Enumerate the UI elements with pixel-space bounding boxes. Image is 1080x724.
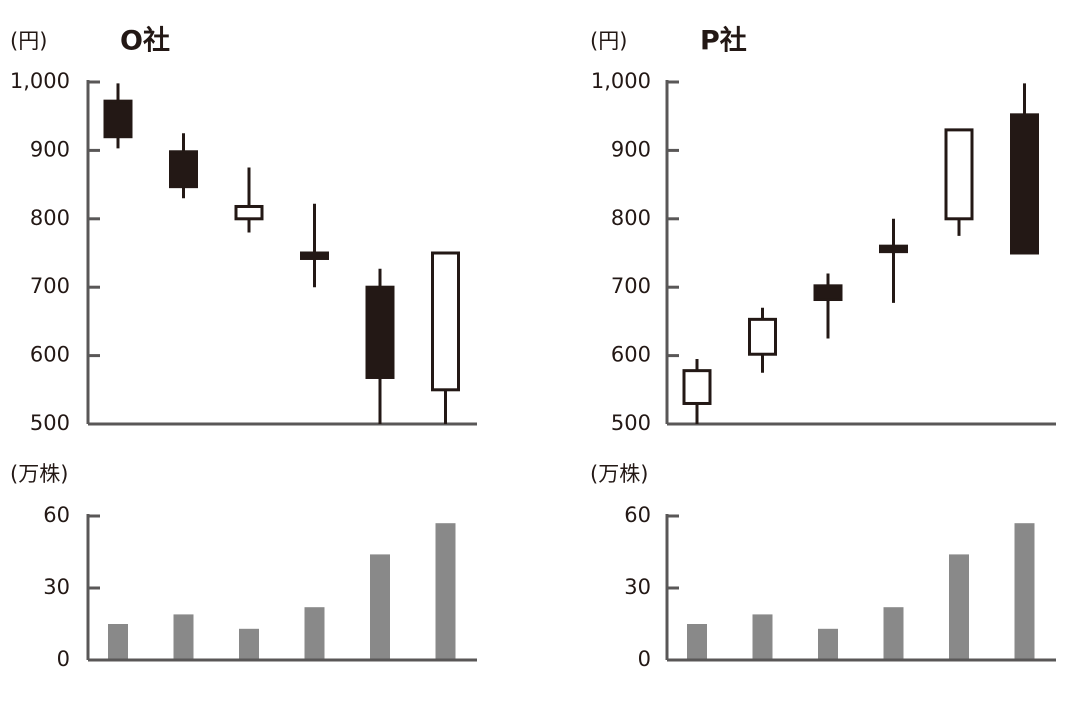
volume-bar [883,607,904,659]
candlestick [879,218,908,303]
candlestick [813,273,843,339]
y-tick-label: 1,000 [10,69,70,93]
y-tick-label: 900 [30,137,70,161]
candlestick [944,128,974,236]
y-tick-label: 900 [611,137,651,161]
volume-bar [435,523,456,659]
volume-bar [1014,523,1035,659]
volume-bar [304,607,325,659]
candle-body-bearish [365,285,395,379]
y-tick-label: 500 [30,411,70,435]
y-tick-label: 800 [611,206,651,230]
candlestick [365,268,395,424]
y-tick-label: 60 [624,503,651,527]
volume-bar [108,624,128,659]
y-tick-label: 0 [57,647,70,671]
candlestick [748,307,777,373]
volume-bar [752,614,773,659]
candlestick [1010,83,1039,255]
chart-title: P社 [700,25,747,57]
y-tick-label: 600 [611,343,651,367]
y-unit-label: (万株) [10,462,68,486]
candlestick [682,359,712,424]
chart-title: O社 [120,25,170,57]
volume-bar [687,624,707,659]
y-tick-label: 0 [638,647,651,671]
y-tick-label: 700 [611,274,651,298]
volume-bar [370,554,390,659]
y-tick-label: 600 [30,343,70,367]
candlestick [234,167,264,233]
y-tick-label: 60 [43,503,70,527]
candle-body-bearish [169,150,198,189]
y-tick-label: 1,000 [591,69,651,93]
volume-bar [818,628,838,659]
y-unit-label: (円) [590,29,627,53]
candlestick [169,133,198,199]
candle-body-bullish [234,204,264,221]
candlestick [103,83,133,149]
y-unit-label: (円) [10,29,47,53]
candlestick [431,251,460,424]
candle-body-bearish [1010,113,1039,255]
y-unit-label: (万株) [590,462,648,486]
volume-bar [949,554,969,659]
candle-body-bearish [813,284,843,302]
y-tick-label: 30 [624,575,651,599]
y-tick-label: 700 [30,274,70,298]
candle-body-bullish [748,317,777,356]
volume-bar [239,628,259,659]
candle-body-bullish [682,369,712,405]
y-tick-label: 800 [30,206,70,230]
candle-body-bearish [103,99,133,139]
candlestick [300,203,329,288]
candle-body-bearish [300,251,329,260]
candle-body-bullish [944,128,974,221]
y-tick-label: 500 [611,411,651,435]
candle-body-bearish [879,244,908,254]
candle-body-bullish [431,251,460,392]
y-tick-label: 30 [43,575,70,599]
volume-bar [173,614,194,659]
